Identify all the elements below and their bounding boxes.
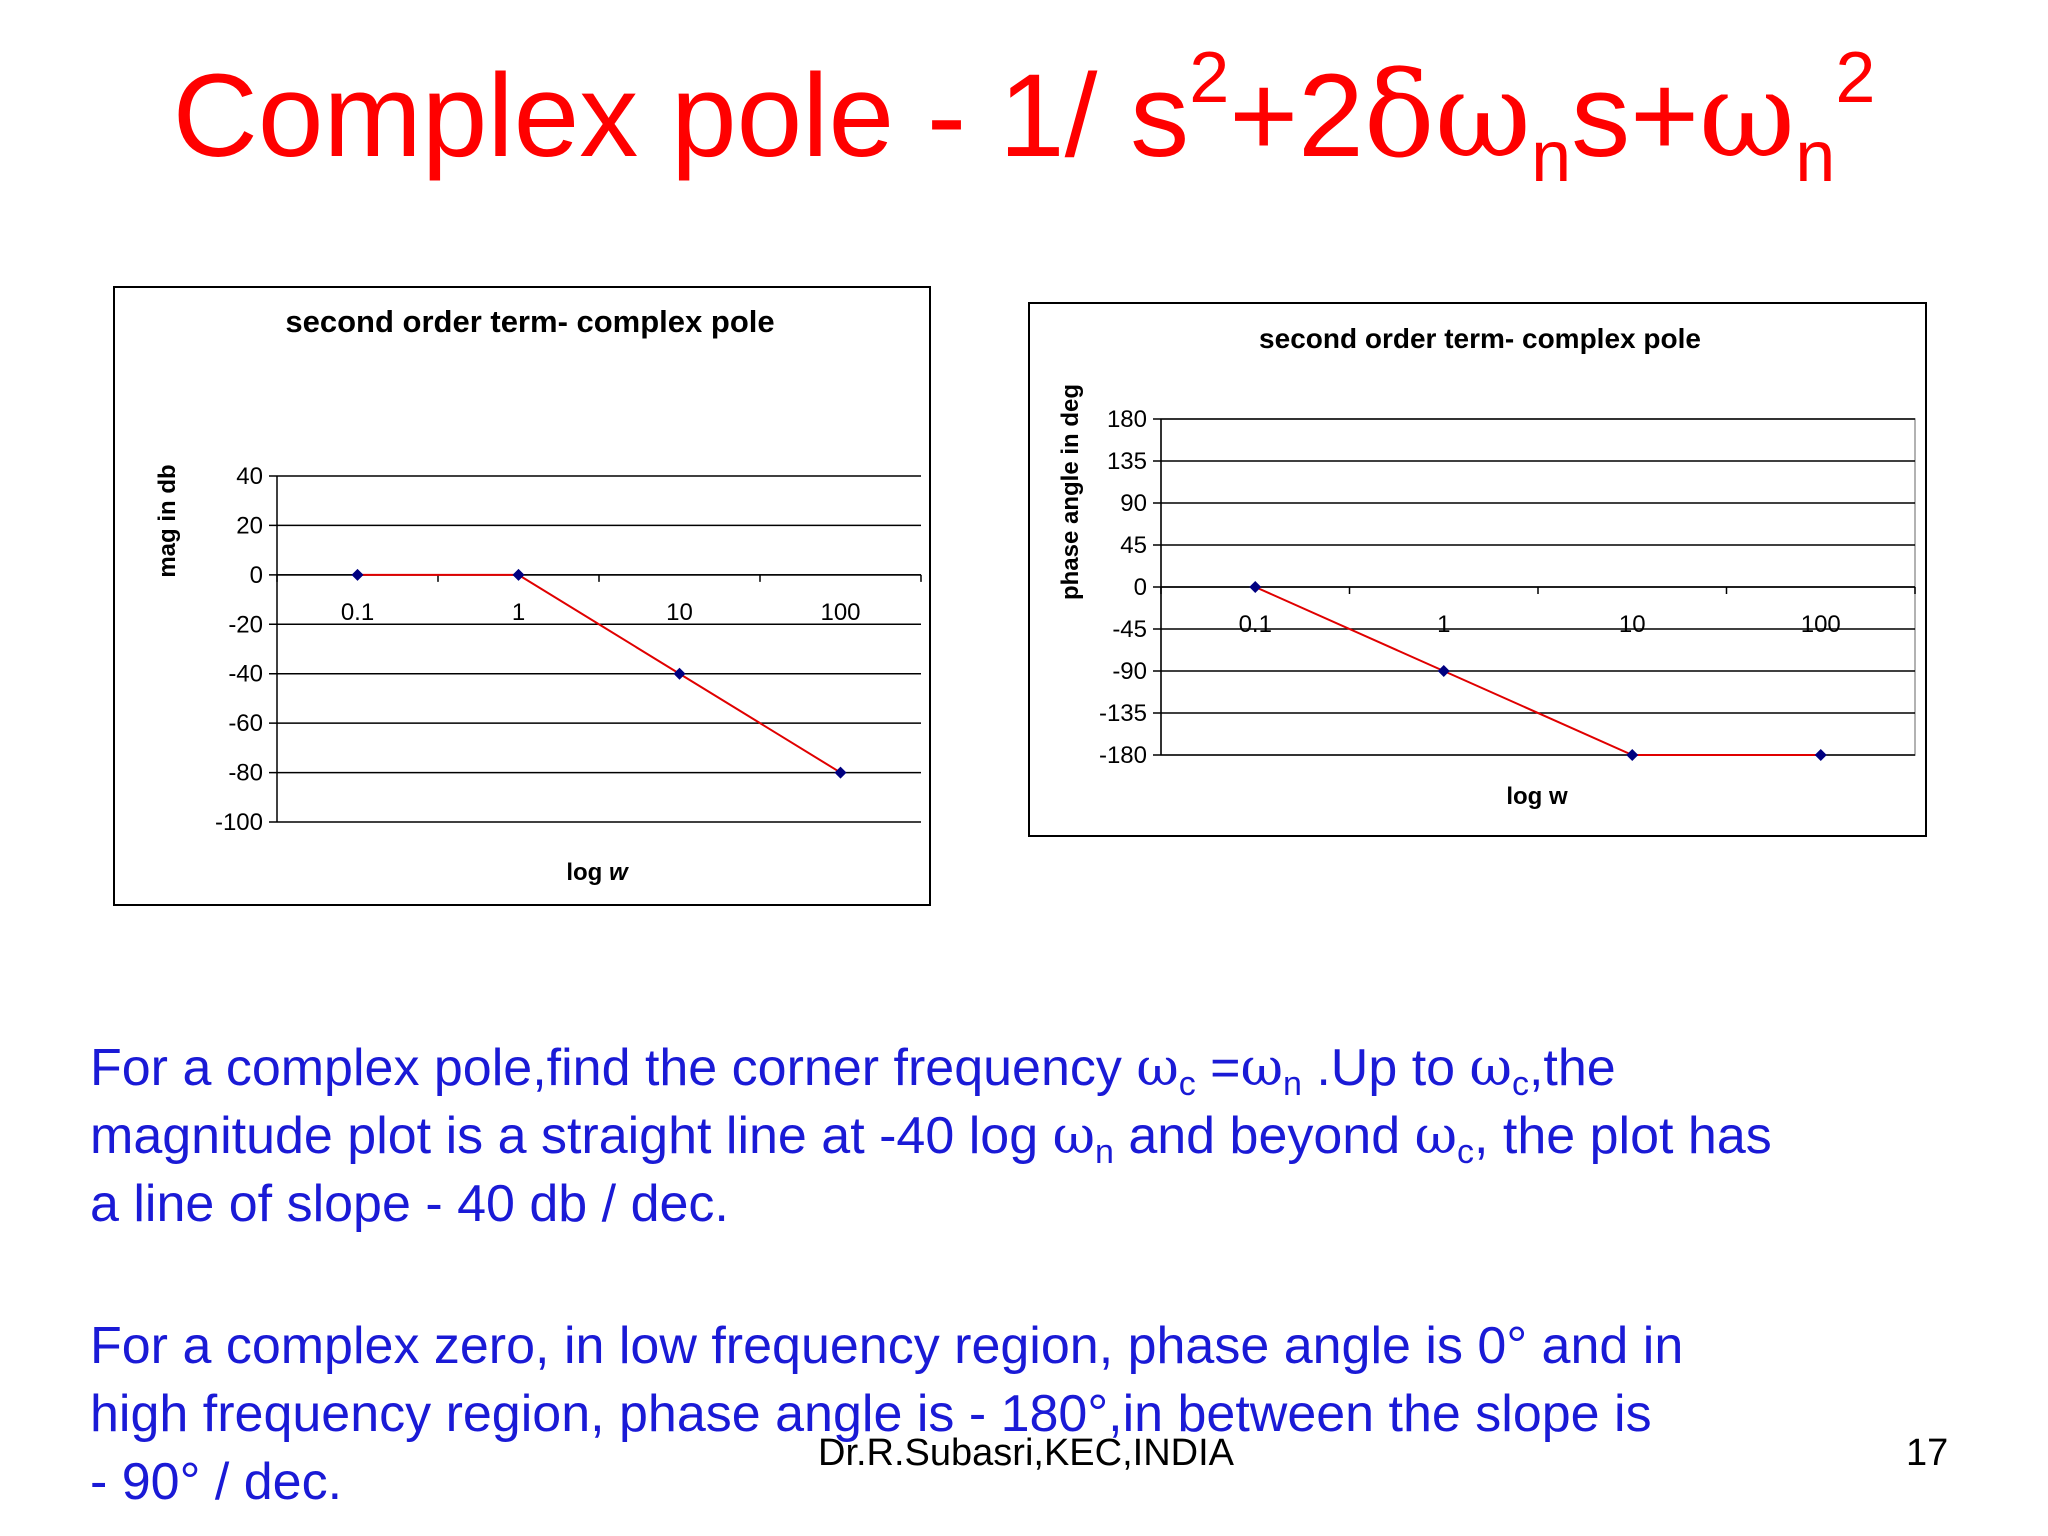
p1-omega-1: ω [1136,1038,1179,1098]
p1-sub-5: c [1457,1133,1474,1172]
phase-chart-box: second order term- complex pole 180 135 90… [1028,302,1927,837]
magnitude-x-axis-label: log w [566,859,629,886]
slide-title: Complex pole - 1/ s2+2δωns+ωn2 [0,38,2048,193]
c2-x-tick-label: 100 [1801,611,1841,638]
c1-y-tick-label: -60 [228,710,263,737]
c2-x-tick-label: 0.1 [1239,611,1272,638]
title-subscript-2: n [1795,117,1836,198]
magnitude-y-axis-label: mag in db [154,464,181,577]
c2-y-tick-label: 45 [1120,532,1147,559]
title-superscript-2: 2 [1835,38,1876,118]
c2-data-point [1814,749,1827,761]
c1-y-tick-label: 40 [236,463,263,490]
phase-x-axis-label: log w [1506,783,1568,810]
c1-data-point [834,766,847,779]
title-part-2: +2 [1229,50,1364,182]
magnitude-x-label-var: w [609,859,629,886]
magnitude-x-ticks: 0.1 1 10 100 [276,574,922,626]
c1-y-tick-label: -100 [215,809,263,836]
p1-text-8: a line of slope - 40 db / dec. [90,1175,729,1233]
c2-x-tick-label: 10 [1619,611,1646,638]
p1-text-4: ,the [1528,1039,1616,1097]
c2-series-line [1254,586,1821,756]
c1-y-tick-label: -20 [228,611,263,638]
p1-omega-2: ω [1240,1038,1283,1098]
c2-y-tick-label: -180 [1099,742,1147,769]
p1-text-3: .Up to [1301,1039,1470,1097]
c1-x-tick-label: 100 [820,599,860,626]
c1-series-line [357,573,842,774]
c1-x-tick-label: 1 [512,599,525,626]
paragraph-2-line-1: For a complex zero, in low frequency reg… [90,1317,1684,1375]
title-delta: δ [1363,46,1435,184]
c2-y-tick-label: -45 [1112,616,1147,643]
paragraph-2-line-2: high frequency region, phase angle is - … [90,1385,1652,1443]
c2-y-tick-label: 135 [1107,448,1147,475]
c1-data-point [673,667,686,680]
p1-text-7: , the plot has [1474,1107,1772,1165]
c1-x-tick-label: 0.1 [341,599,374,626]
phase-y-axis-label: phase angle in deg [1057,384,1084,600]
paragraph-complex-zero: For a complex zero, in low frequency reg… [90,1312,1683,1516]
p1-omega-5: ω [1414,1106,1457,1166]
p1-omega-4: ω [1052,1106,1095,1166]
p1-text-2: = [1195,1039,1241,1097]
phase-chart-title: second order term- complex pole [1259,323,1701,354]
title-subscript-1: n [1531,117,1572,198]
c1-data-point [351,568,364,581]
c1-y-tick-label: -40 [228,661,263,688]
p1-sub-1: c [1178,1065,1196,1104]
title-omega-2: ω [1699,46,1796,184]
c2-y-tick-label: -135 [1099,700,1147,727]
magnitude-x-label-prefix: log [566,859,609,886]
phase-series [1249,581,1827,761]
p1-sub-2: n [1282,1065,1302,1104]
c2-data-point [1626,749,1639,761]
p1-text-1: For a complex pole,find the corner frequ… [90,1039,1137,1097]
magnitude-y-ticks: 40 20 0 -20 -40 -60 -80 -100 [215,463,263,836]
magnitude-gridlines [269,475,921,823]
magnitude-chart-title: second order term- complex pole [285,304,774,339]
c2-data-point [1437,665,1450,677]
title-part-3: s+ [1571,50,1700,182]
magnitude-series [351,568,847,779]
p1-omega-3: ω [1469,1038,1512,1098]
paragraph-1-line-1: For a complex pole,find the corner frequ… [90,1034,1772,1102]
p1-sub-3: c [1511,1065,1529,1104]
title-prefix: Complex pole - 1/ s [172,50,1190,182]
paragraph-complex-pole: For a complex pole,find the corner frequ… [90,1034,1772,1238]
p1-sub-4: n [1094,1133,1114,1172]
c1-y-tick-label: 0 [250,562,263,589]
p1-text-5: magnitude plot is a straight line at -40… [90,1107,1053,1165]
c2-y-tick-label: 90 [1120,490,1147,517]
paragraph-1-line-2: magnitude plot is a straight line at -40… [90,1102,1772,1170]
c2-data-point [1249,581,1262,593]
c2-y-tick-label: 180 [1107,406,1147,433]
c2-x-tick-label: 1 [1437,611,1450,638]
phase-gridlines [1153,418,1916,756]
p1-text-6: and beyond [1113,1107,1415,1165]
title-omega-1: ω [1434,46,1532,184]
phase-y-ticks: 180 135 90 45 0 -45 -90 -135 -180 [1099,406,1147,769]
title-superscript-1: 2 [1189,38,1230,118]
slide-number: 17 [1906,1432,1949,1474]
phase-chart: second order term- complex pole 180 135 90… [1057,323,1916,810]
c2-y-tick-label: -90 [1112,658,1147,685]
magnitude-chart-box: second order term- complex pole 40 20 0 -20… [113,286,931,906]
paragraph-1-line-3: a line of slope - 40 db / dec. [90,1170,1772,1238]
c1-y-tick-label: -80 [228,760,263,787]
footer-author: Dr.R.Subasri,KEC,INDIA [818,1432,1234,1474]
c1-data-point [512,568,525,581]
c1-x-tick-label: 10 [666,599,693,626]
c2-y-tick-label: 0 [1134,574,1147,601]
magnitude-chart: second order term- complex pole 40 20 0 -20… [154,304,922,886]
c1-y-tick-label: 20 [236,512,263,539]
paragraph-2-line-3: - 90° / dec. [90,1453,343,1511]
phase-x-ticks: 0.1 1 10 100 [1160,587,1916,638]
